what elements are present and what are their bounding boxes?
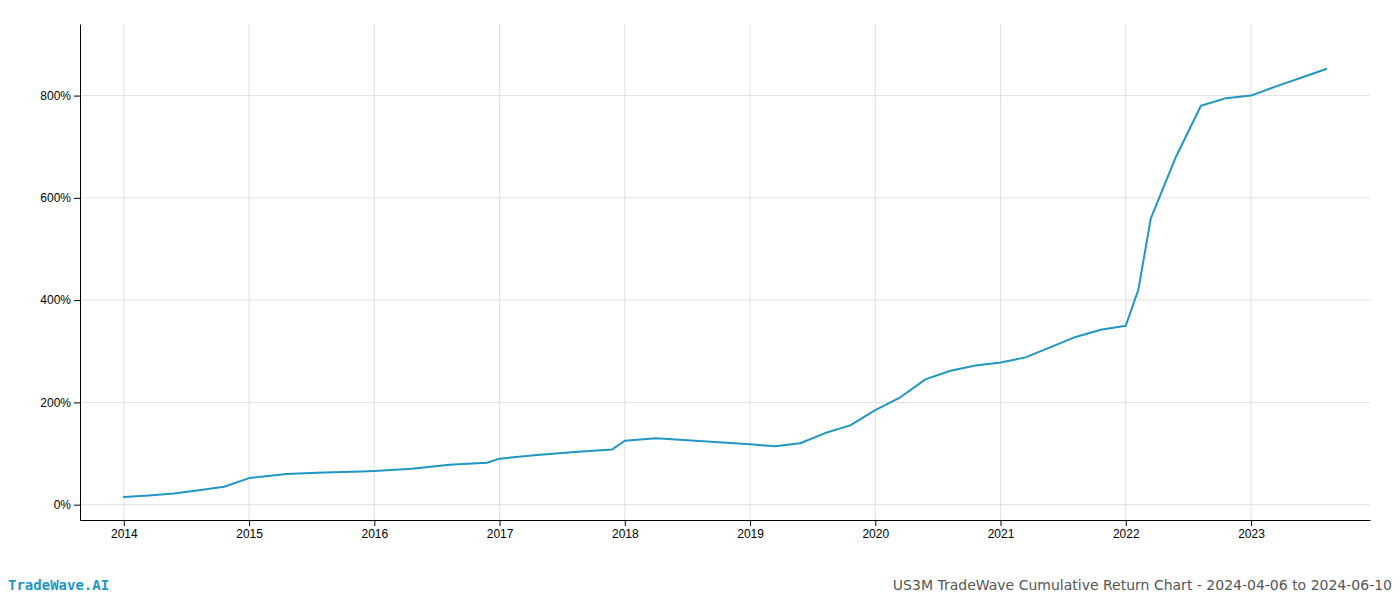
tick: 2014 <box>111 520 138 541</box>
tick-label: 600% <box>40 191 71 205</box>
tick-label: 2018 <box>612 527 639 541</box>
tick-label: 2021 <box>988 527 1015 541</box>
grid-line <box>875 24 876 520</box>
tick: 0% <box>54 498 80 512</box>
tick-mark <box>74 96 80 97</box>
line <box>124 69 1326 497</box>
tick-mark <box>625 520 626 526</box>
grid-line <box>249 24 250 520</box>
grid <box>80 24 1370 520</box>
tick: 2018 <box>612 520 639 541</box>
grid-line <box>1125 24 1126 520</box>
tick: 2015 <box>236 520 263 541</box>
chart: 2014 2015 2016 2017 2018 2019 2020 2021 2022 2023… <box>0 0 1400 600</box>
tick: 200% <box>40 396 80 410</box>
y-axis: 0% 200% 400% 600% 800% <box>40 25 80 521</box>
tick-mark <box>875 520 876 526</box>
tick-mark <box>1126 520 1127 526</box>
tick: 800% <box>40 89 80 103</box>
x-axis: 2014 2015 2016 2017 2018 2019 2020 2021 2022 2023 <box>81 520 1371 541</box>
tick-label: 2022 <box>1113 527 1140 541</box>
tick-label: 0% <box>54 498 72 512</box>
grid-line <box>499 24 500 520</box>
tick-mark <box>1251 520 1252 526</box>
tick-mark <box>124 520 125 526</box>
tick-label: 400% <box>40 293 71 307</box>
tick: 2016 <box>361 520 388 541</box>
grid-line <box>1000 24 1001 520</box>
tick-mark <box>500 520 501 526</box>
watermark: TradeWave.AI <box>8 577 109 593</box>
tick-label: 2017 <box>487 527 514 541</box>
axis-line <box>81 520 1371 521</box>
tick: 2019 <box>737 520 764 541</box>
tick-mark <box>74 300 80 301</box>
tick-label: 2015 <box>236 527 263 541</box>
tick-mark <box>74 402 80 403</box>
tick-label: 2020 <box>862 527 889 541</box>
tick-mark <box>374 520 375 526</box>
grid-line <box>624 24 625 520</box>
tick: 400% <box>40 293 80 307</box>
tick-label: 2019 <box>737 527 764 541</box>
marks <box>124 69 1326 497</box>
tick-mark <box>74 198 80 199</box>
grid-line <box>80 95 1370 96</box>
grid-line <box>80 402 1370 403</box>
tick-label: 2016 <box>361 527 388 541</box>
tick: 2020 <box>862 520 889 541</box>
tick-label: 800% <box>40 89 71 103</box>
tick-mark <box>750 520 751 526</box>
tick-mark <box>74 505 80 506</box>
grid-line <box>80 504 1370 505</box>
grid-line <box>80 197 1370 198</box>
grid-line <box>123 24 124 520</box>
tick: 2017 <box>487 520 514 541</box>
plot: 2014 2015 2016 2017 2018 2019 2020 2021 2022 2023… <box>40 24 1370 541</box>
tick-label: 2023 <box>1238 527 1265 541</box>
tick-label: 2014 <box>111 527 138 541</box>
tick: 2022 <box>1113 520 1140 541</box>
grid-line <box>1251 24 1252 520</box>
grid-line <box>80 300 1370 301</box>
tick: 2021 <box>988 520 1015 541</box>
grid-line <box>374 24 375 520</box>
axis-line <box>80 25 81 521</box>
tick: 600% <box>40 191 80 205</box>
title: US3M TradeWave Cumulative Return Chart -… <box>893 577 1392 593</box>
tick-label: 200% <box>40 396 71 410</box>
tick-mark <box>249 520 250 526</box>
tick: 2023 <box>1238 520 1265 541</box>
tick-mark <box>1001 520 1002 526</box>
grid-line <box>750 24 751 520</box>
